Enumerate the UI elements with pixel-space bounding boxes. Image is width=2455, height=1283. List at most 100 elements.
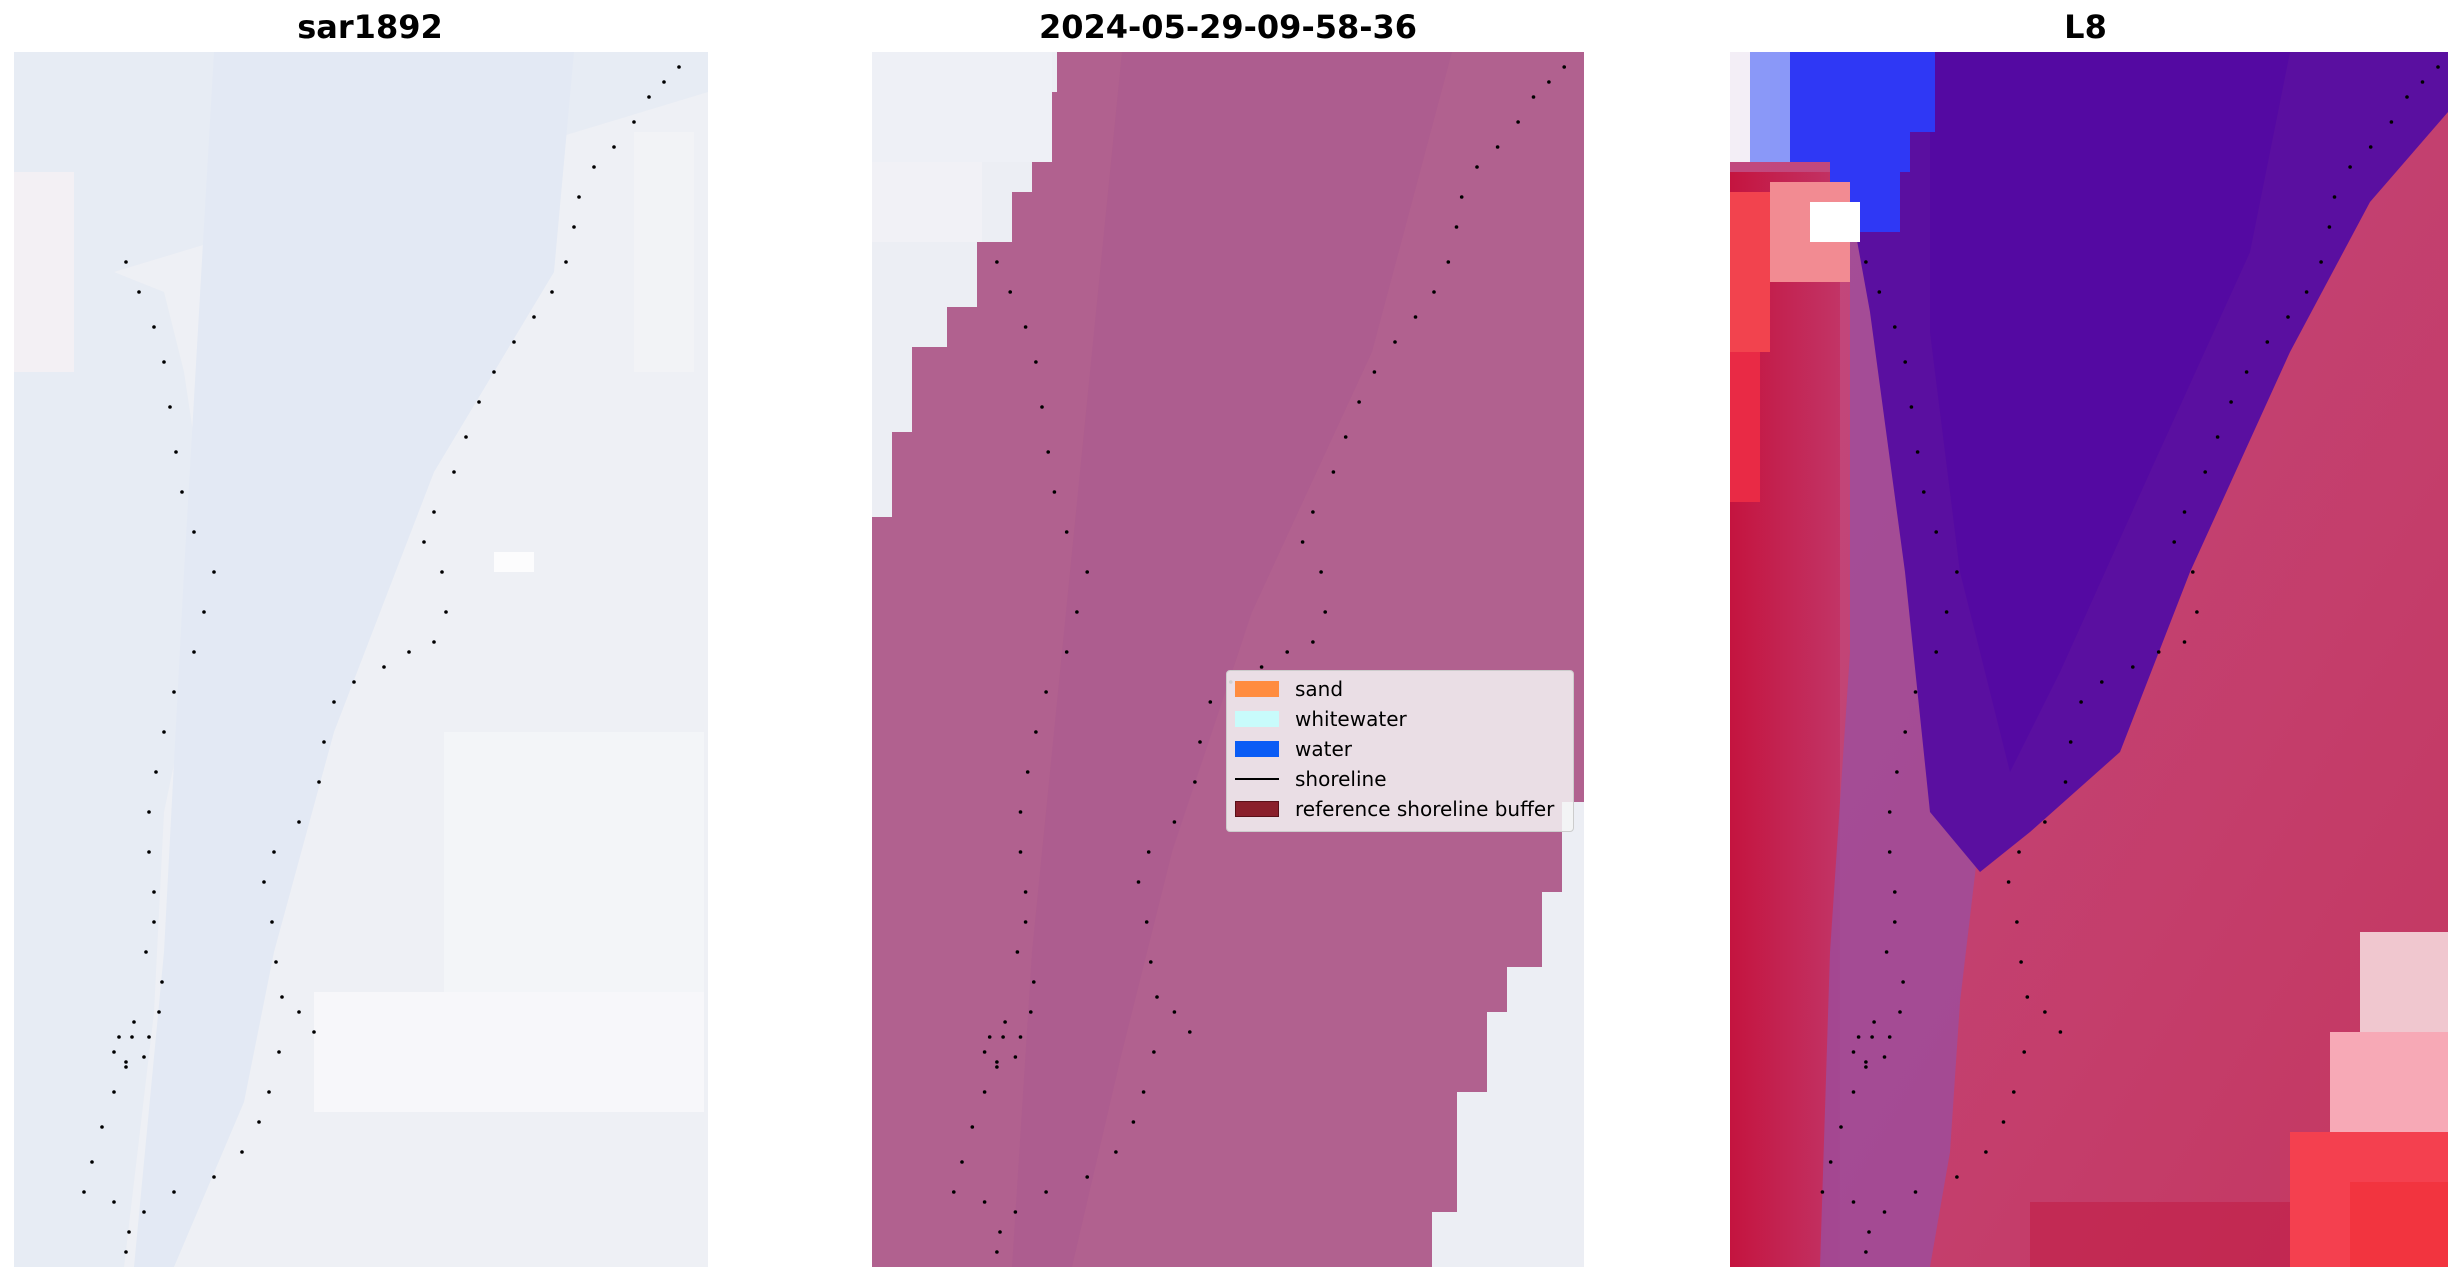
- shoreline-point: [1934, 650, 1938, 654]
- shoreline-point: [1955, 1175, 1959, 1179]
- shoreline-point: [1864, 1250, 1868, 1254]
- panel-sar1892: sar1892: [0, 0, 740, 1283]
- shoreline-point: [1820, 1190, 1825, 1194]
- shoreline-point: [1075, 610, 1079, 614]
- shoreline-point: [1903, 360, 1907, 364]
- shoreline-point: [1851, 1050, 1856, 1054]
- shoreline-point: [2043, 820, 2047, 824]
- shoreline-point: [1155, 995, 1159, 999]
- shoreline-point: [2215, 435, 2220, 439]
- shoreline-point: [1828, 1160, 1833, 1164]
- shoreline-point: [970, 1125, 975, 1129]
- shoreline-point: [1032, 980, 1036, 984]
- shoreline-point: [1131, 1120, 1136, 1124]
- shoreline-point: [662, 80, 666, 84]
- shoreline-point: [1984, 1150, 1988, 1154]
- shoreline-point: [2368, 145, 2373, 149]
- shoreline-point: [1141, 1090, 1146, 1094]
- shoreline-point: [180, 490, 184, 494]
- shoreline-point: [152, 325, 156, 329]
- shoreline-point: [612, 145, 616, 149]
- shoreline-point: [2348, 165, 2352, 169]
- rgb-image-svg: [14, 52, 708, 1267]
- shoreline-point: [2019, 960, 2023, 964]
- shoreline-point: [2022, 1050, 2026, 1054]
- panel-classification: 2024-05-29-09-58-36: [858, 0, 1598, 1283]
- shoreline-point: [440, 570, 444, 574]
- shoreline-point: [1085, 1175, 1089, 1179]
- shoreline-point: [1851, 1200, 1856, 1204]
- shoreline-point: [1459, 195, 1464, 199]
- shoreline-point: [1944, 610, 1949, 614]
- shoreline-point: [1149, 960, 1153, 964]
- shoreline-point: [1882, 1210, 1887, 1214]
- shoreline-point: [1146, 850, 1151, 854]
- shoreline-point: [2265, 340, 2270, 344]
- satellite-image-rgb: [14, 52, 708, 1267]
- shoreline-point: [137, 290, 141, 294]
- shoreline-point: [512, 340, 516, 344]
- shoreline-point: [2068, 740, 2073, 744]
- shoreline-point: [677, 65, 681, 69]
- shoreline-point: [1188, 1030, 1192, 1034]
- shoreline-point: [1114, 1150, 1118, 1154]
- legend-item-sand: sand: [1235, 675, 1343, 703]
- shoreline-points: [82, 65, 681, 1254]
- shoreline-point: [577, 195, 581, 199]
- shoreline-point: [317, 780, 321, 784]
- shoreline-point: [1208, 700, 1213, 704]
- shoreline-point: [1052, 490, 1057, 494]
- shoreline-point: [1025, 770, 1030, 774]
- buffer-swatch: [1235, 801, 1279, 817]
- panel-l8: L8: [1716, 0, 2455, 1283]
- shoreline-point: [1887, 1035, 1892, 1039]
- shoreline-point: [2286, 315, 2290, 319]
- shoreline-point: [1913, 690, 1918, 694]
- legend: sand whitewater water shoreline referenc…: [1226, 670, 1574, 832]
- shoreline-point: [1013, 1210, 1018, 1214]
- shoreline-point: [154, 770, 158, 774]
- shoreline-point: [332, 700, 336, 704]
- shoreline-point: [1454, 225, 1459, 229]
- shoreline-point: [162, 730, 166, 734]
- shoreline-point: [270, 920, 274, 924]
- shoreline-point: [1023, 890, 1028, 894]
- shoreline-point: [1893, 920, 1897, 924]
- shoreline-point: [174, 450, 178, 454]
- shoreline-point: [272, 850, 276, 854]
- shoreline-point: [422, 540, 426, 544]
- shoreline-point: [1884, 950, 1889, 954]
- shoreline-point: [168, 405, 172, 409]
- shoreline-point: [1018, 1035, 1023, 1039]
- shoreline-point: [2332, 195, 2337, 199]
- shoreline-point: [1008, 290, 1012, 294]
- shoreline-point: [2156, 650, 2161, 654]
- shoreline-point: [2043, 1010, 2047, 1014]
- shoreline-point: [2001, 1120, 2006, 1124]
- shoreline-point: [1023, 325, 1028, 329]
- shoreline-point: [274, 960, 278, 964]
- legend-label: water: [1295, 737, 1352, 761]
- shoreline-point: [147, 850, 151, 854]
- shoreline-points: [1820, 65, 2440, 1254]
- shoreline-point: [1172, 1010, 1177, 1014]
- shoreline-point: [995, 1060, 999, 1064]
- shoreline-point: [532, 315, 536, 319]
- shoreline-point: [262, 880, 266, 884]
- shoreline-point: [152, 920, 156, 924]
- shoreline-point: [172, 690, 176, 694]
- shoreline-point: [1413, 315, 1418, 319]
- shoreline-point: [192, 530, 196, 534]
- shoreline-point: [1319, 570, 1323, 574]
- shoreline-point: [1046, 450, 1050, 454]
- shoreline-point: [1934, 530, 1938, 534]
- shoreline-point: [444, 610, 448, 614]
- shoreline-point: [212, 570, 216, 574]
- shoreline-point: [464, 435, 468, 439]
- shoreline-point: [112, 1200, 116, 1204]
- shoreline-point: [632, 120, 636, 124]
- shoreline-point: [1172, 820, 1177, 824]
- shoreline-point: [2100, 680, 2104, 684]
- shoreline-point: [987, 1035, 992, 1039]
- legend-item-reference-buffer: reference shoreline buffer: [1235, 795, 1554, 823]
